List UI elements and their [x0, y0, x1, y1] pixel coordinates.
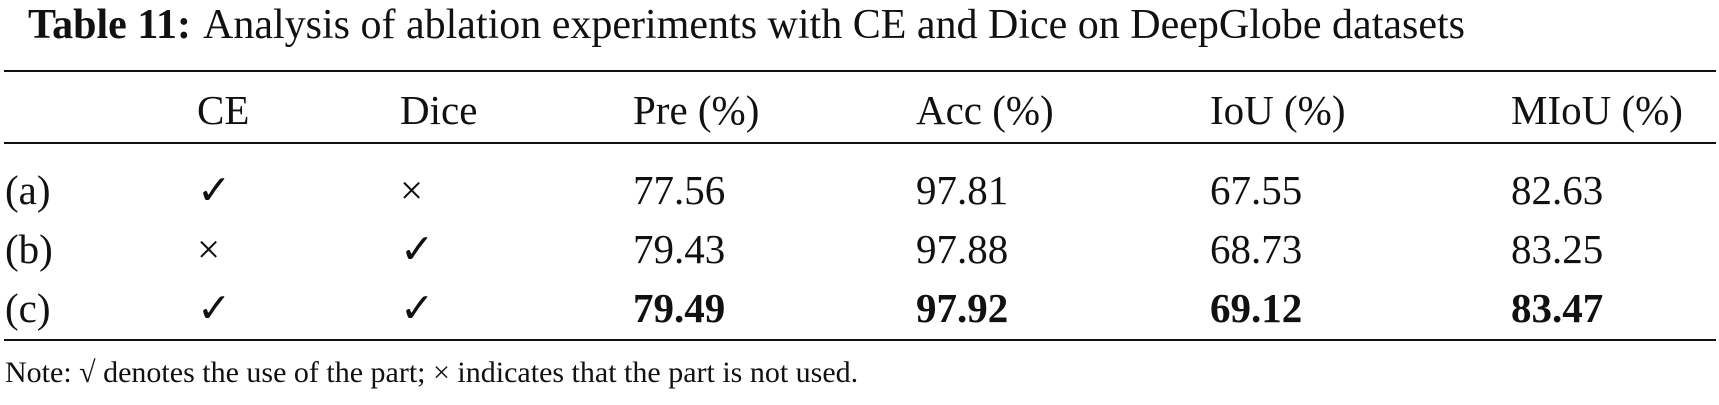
row-label: (b): [5, 226, 53, 272]
mid-rule: [4, 142, 1716, 144]
table-cell: 68.73: [1210, 226, 1303, 272]
row-label: (c): [5, 285, 51, 331]
caption-label: Table 11:: [28, 2, 191, 48]
table-cell: ✓: [197, 167, 232, 213]
table-cell: ×: [197, 226, 221, 272]
header-cell: Dice: [400, 87, 478, 133]
header-cell: Pre (%): [633, 87, 760, 133]
table-cell: 77.56: [633, 167, 726, 213]
table-cell: ×: [400, 167, 424, 213]
caption: Table 11: Analysis of ablation experiment…: [28, 4, 1465, 46]
table-cell: 82.63: [1511, 167, 1604, 213]
table-cell: ✓: [197, 285, 232, 331]
caption-text: Analysis of ablation experiments with CE…: [203, 2, 1466, 48]
bottom-rule: [4, 339, 1716, 341]
header-cell: Acc (%): [916, 87, 1054, 133]
table-cell: ✓: [400, 285, 435, 331]
table-cell: 79.49: [633, 285, 726, 331]
note: Note: √ denotes the use of the part; × i…: [5, 356, 859, 389]
top-rule: [4, 70, 1716, 72]
table-cell: 83.47: [1511, 285, 1604, 331]
header-cell: IoU (%): [1210, 87, 1346, 133]
table-cell: 97.92: [916, 285, 1009, 331]
table-cell: 67.55: [1210, 167, 1303, 213]
row-label: (a): [5, 167, 51, 213]
table-cell: 79.43: [633, 226, 726, 272]
header-cell: MIoU (%): [1511, 87, 1683, 133]
header-cell: CE: [197, 87, 250, 133]
table-cell: 97.81: [916, 167, 1009, 213]
table-cell: 69.12: [1210, 285, 1303, 331]
table-cell: 97.88: [916, 226, 1009, 272]
table-cell: ✓: [400, 226, 435, 272]
table-cell: 83.25: [1511, 226, 1604, 272]
